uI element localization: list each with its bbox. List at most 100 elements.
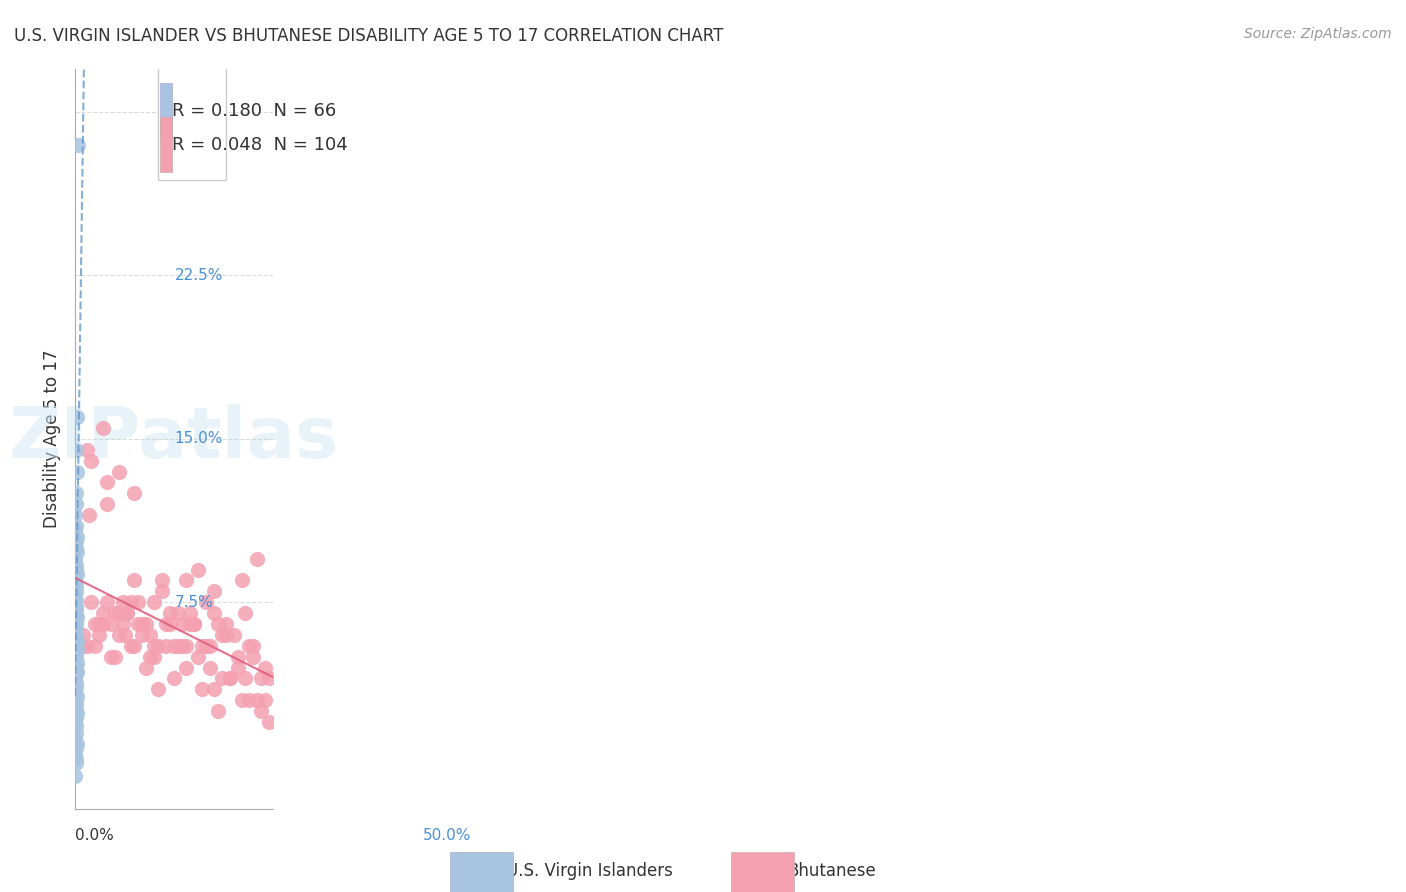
Point: [238, 639, 260, 653]
Point: [65, 617, 87, 632]
Point: [65, 574, 87, 588]
Point: [107, 606, 129, 620]
Point: [96, 475, 118, 490]
Point: [150, 574, 173, 588]
Point: [211, 672, 233, 686]
Point: [214, 628, 236, 642]
Point: [100, 617, 122, 632]
Point: [211, 628, 233, 642]
Point: [65, 693, 87, 707]
Point: [107, 628, 129, 642]
Point: [66, 545, 89, 559]
Point: [65, 534, 87, 549]
Point: [250, 704, 273, 718]
Point: [65, 601, 87, 615]
Point: [72, 639, 94, 653]
Point: [83, 617, 105, 632]
Point: [124, 486, 146, 500]
Point: [65, 747, 87, 762]
Point: [65, 606, 87, 620]
Point: [65, 566, 87, 581]
Point: [198, 660, 221, 674]
Point: [222, 628, 245, 642]
Point: [65, 667, 87, 681]
Y-axis label: Disability Age 5 to 17: Disability Age 5 to 17: [44, 350, 60, 528]
Point: [124, 639, 146, 653]
Point: [96, 497, 118, 511]
Point: [72, 628, 94, 642]
Point: [127, 617, 149, 632]
Point: [65, 711, 87, 725]
Point: [65, 621, 87, 635]
Point: [148, 682, 170, 697]
Text: Source: ZipAtlas.com: Source: ZipAtlas.com: [1244, 27, 1392, 41]
Text: 30.0%: 30.0%: [174, 104, 224, 120]
Point: [191, 682, 214, 697]
Point: [163, 672, 186, 686]
Point: [235, 672, 257, 686]
Text: R = 0.180  N = 66: R = 0.180 N = 66: [172, 103, 336, 120]
Point: [174, 660, 197, 674]
FancyBboxPatch shape: [159, 62, 225, 179]
Point: [65, 737, 87, 751]
Text: R = 0.048  N = 104: R = 0.048 N = 104: [172, 136, 347, 153]
Point: [143, 639, 166, 653]
Point: [218, 672, 240, 686]
Point: [76, 639, 98, 653]
Point: [76, 442, 98, 457]
Point: [231, 693, 253, 707]
Point: [66, 410, 89, 425]
Point: [65, 584, 87, 599]
Point: [65, 649, 87, 664]
Point: [65, 562, 87, 576]
Point: [170, 639, 193, 653]
Point: [65, 610, 87, 624]
Point: [226, 660, 249, 674]
Point: [65, 624, 87, 638]
Point: [65, 497, 87, 511]
Point: [65, 643, 87, 657]
Point: [202, 606, 225, 620]
Point: [183, 617, 205, 632]
Point: [104, 606, 127, 620]
Point: [131, 617, 153, 632]
Point: [159, 606, 181, 620]
Point: [202, 584, 225, 599]
Point: [65, 613, 87, 627]
Point: [80, 595, 103, 609]
Point: [65, 684, 87, 698]
Point: [124, 574, 146, 588]
Point: [65, 599, 87, 614]
Point: [187, 562, 209, 576]
Point: [65, 726, 87, 740]
Point: [65, 675, 87, 690]
Point: [65, 578, 87, 592]
Point: [135, 617, 157, 632]
Point: [194, 639, 217, 653]
Point: [114, 628, 136, 642]
Point: [65, 654, 87, 668]
Point: [163, 639, 186, 653]
Point: [131, 628, 153, 642]
Point: [66, 634, 89, 648]
Text: 0.0%: 0.0%: [75, 828, 114, 843]
Point: [187, 649, 209, 664]
Point: [179, 617, 201, 632]
Point: [65, 589, 87, 603]
Point: [174, 574, 197, 588]
Point: [150, 584, 173, 599]
Point: [231, 574, 253, 588]
Point: [65, 672, 87, 686]
Point: [66, 656, 89, 670]
Point: [107, 465, 129, 479]
Point: [65, 524, 87, 538]
Point: [65, 632, 87, 647]
Point: [65, 752, 87, 766]
Point: [170, 617, 193, 632]
Point: [91, 606, 114, 620]
Point: [65, 519, 87, 533]
Point: [155, 617, 177, 632]
Point: [104, 649, 127, 664]
Point: [65, 465, 87, 479]
Point: [246, 693, 269, 707]
